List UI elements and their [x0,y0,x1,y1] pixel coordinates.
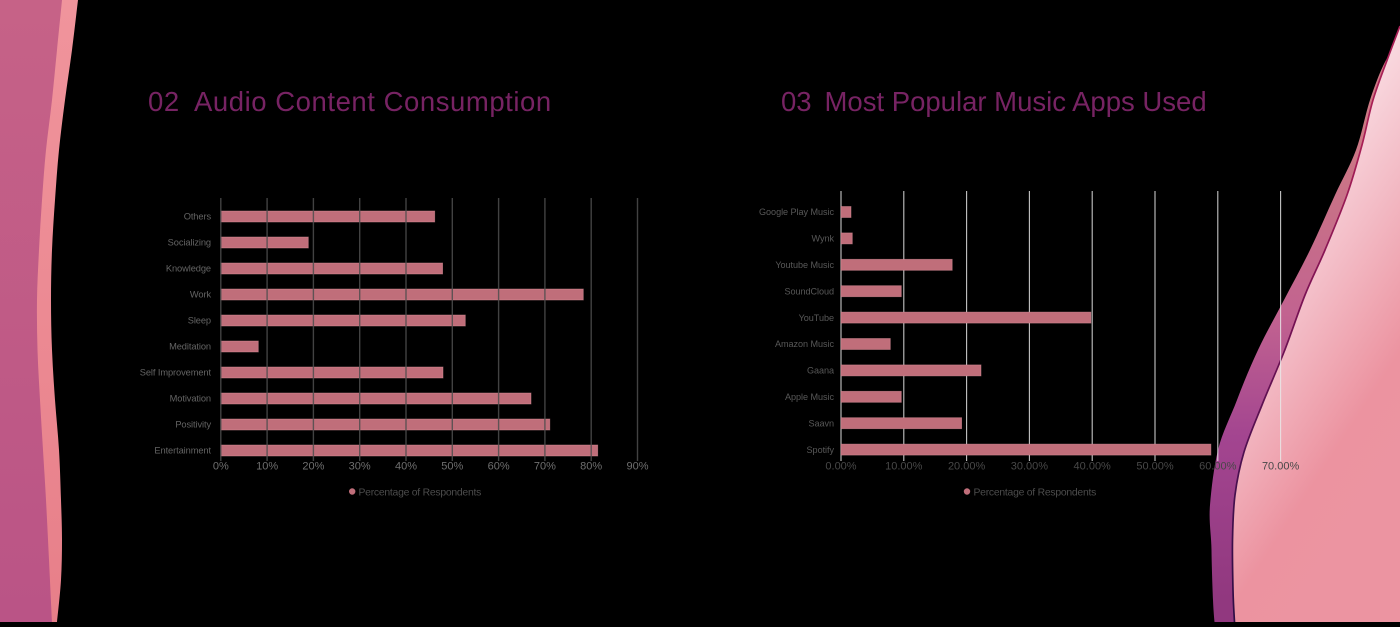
svg-text:Percentage of Respondents: Percentage of Respondents [974,488,1097,499]
svg-text:03: 03 [781,86,812,117]
svg-text:Gaana: Gaana [807,366,835,376]
svg-text:Knowledge: Knowledge [166,264,211,274]
svg-text:Most Popular Music Apps Used: Most Popular Music Apps Used [825,86,1207,117]
svg-text:Work: Work [190,290,212,300]
svg-text:50.00%: 50.00% [1136,461,1174,473]
svg-text:40%: 40% [395,461,417,473]
svg-text:Audio Content Consumption: Audio Content Consumption [194,86,552,117]
svg-text:Others: Others [184,212,212,222]
svg-text:Wynk: Wynk [812,234,835,244]
svg-text:20%: 20% [302,461,324,473]
svg-text:SoundCloud: SoundCloud [784,286,834,296]
svg-text:80%: 80% [580,461,602,473]
svg-text:Entertainment: Entertainment [154,446,211,456]
svg-text:0.00%: 0.00% [825,461,856,473]
svg-text:70%: 70% [534,461,556,473]
svg-text:Sleep: Sleep [188,316,211,326]
svg-text:Amazon Music: Amazon Music [775,339,835,349]
svg-text:10%: 10% [256,461,278,473]
svg-text:Socializing: Socializing [168,238,211,248]
svg-text:30%: 30% [349,461,371,473]
svg-text:50%: 50% [441,461,463,473]
svg-text:Apple Music: Apple Music [785,392,834,402]
svg-text:02: 02 [148,86,180,117]
svg-text:Google Play Music: Google Play Music [759,207,834,217]
svg-text:YouTube: YouTube [799,313,834,323]
svg-text:20.00%: 20.00% [948,461,986,473]
svg-text:Self Improvement: Self Improvement [140,368,212,378]
svg-text:Meditation: Meditation [169,342,211,352]
svg-text:60.00%: 60.00% [1199,461,1237,473]
svg-text:60%: 60% [488,461,510,473]
svg-text:0%: 0% [213,461,229,473]
svg-text:40.00%: 40.00% [1074,461,1112,473]
svg-text:90%: 90% [626,461,648,473]
svg-text:Youtube Music: Youtube Music [775,260,834,270]
svg-text:Percentage of Respondents: Percentage of Respondents [359,488,482,499]
svg-text:70.00%: 70.00% [1262,461,1300,473]
svg-text:Motivation: Motivation [170,394,211,404]
svg-text:Spotify: Spotify [807,445,835,455]
svg-text:30.00%: 30.00% [1011,461,1049,473]
svg-text:10.00%: 10.00% [885,461,923,473]
svg-text:Positivity: Positivity [175,420,211,430]
svg-text:Saavn: Saavn [808,418,834,428]
